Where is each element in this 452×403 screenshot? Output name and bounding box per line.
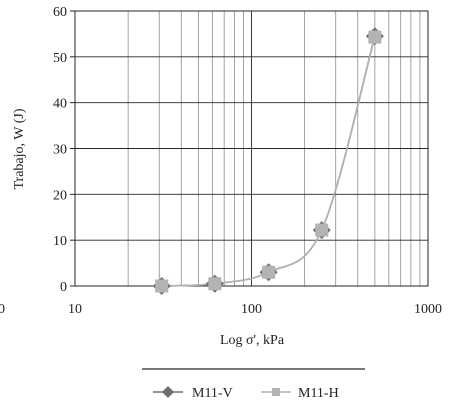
y-tick-label: 30 [53,143,67,158]
series-line-M11-H [161,36,376,287]
x-tick-label: 10 [68,302,82,317]
legend-item-M11-V: M11-V [153,386,233,401]
y-axis-title: Trabajo, W (J) [12,108,27,189]
legend-swatch-marker [272,388,280,396]
y-tick-label: 10 [53,234,67,249]
legend-item-M11-H: M11-H [261,386,339,401]
y-tick-label: 0 [60,280,67,295]
data-point-M11-H [315,223,329,237]
series-line-M11-V [161,35,376,287]
x-tick-label: 100 [241,302,262,317]
y-tick-label: 40 [53,97,67,112]
series [152,27,384,295]
axes [70,10,429,287]
grid [74,10,429,287]
x-tick-label: 1000 [414,302,442,317]
x-axis-title: Log σ', kPa [220,333,285,348]
data-point-M11-H [368,30,382,44]
y-tick-label: 20 [53,188,67,203]
legend: M11-V M11-H [142,368,365,401]
y-tick-label: 50 [53,51,67,66]
y-tick-label: 60 [53,5,67,20]
data-point-M11-H [262,265,276,279]
legend-swatch-marker [162,386,174,398]
data-point-M11-H [208,277,222,291]
cut-off-tick-label: 0 [0,302,5,317]
legend-label: M11-H [298,386,339,401]
legend-label: M11-V [192,386,233,401]
data-point-M11-H [155,279,169,293]
